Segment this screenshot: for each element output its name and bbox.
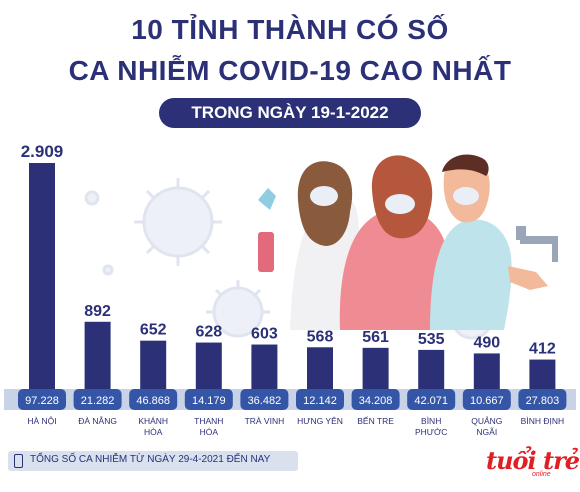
value-label: 568 bbox=[307, 328, 334, 345]
total-pill bbox=[240, 389, 289, 410]
logo-wordmark: tuổi trẻ bbox=[486, 446, 580, 475]
value-label: 535 bbox=[418, 331, 445, 348]
category-label: PHƯỚC bbox=[415, 427, 448, 437]
total-pill bbox=[129, 389, 178, 410]
total-label: 10.667 bbox=[470, 395, 504, 407]
logo-sub: online bbox=[532, 471, 551, 478]
category-label: HÒA bbox=[144, 427, 163, 437]
total-pill bbox=[73, 389, 122, 410]
total-label: 34.208 bbox=[359, 395, 393, 407]
category-label: THANH bbox=[194, 416, 223, 426]
total-pill bbox=[184, 389, 233, 410]
date-pill: TRONG NGÀY 19-1-2022 bbox=[159, 98, 421, 128]
total-pill bbox=[351, 389, 400, 410]
total-label: 21.282 bbox=[81, 395, 115, 407]
total-label: 12.142 bbox=[303, 395, 337, 407]
category-label: BẾN TRE bbox=[357, 416, 394, 426]
total-pill bbox=[462, 389, 511, 410]
bar bbox=[195, 342, 222, 392]
total-label: 42.071 bbox=[414, 395, 448, 407]
legend: TỔNG SỐ CA NHIỄM TỪ NGÀY 29-4-2021 ĐẾN N… bbox=[8, 451, 298, 471]
legend-label: TỔNG SỐ CA NHIỄM TỪ NGÀY 29-4-2021 ĐẾN N… bbox=[30, 454, 271, 465]
value-label: 490 bbox=[473, 334, 500, 351]
total-pill bbox=[518, 389, 567, 410]
category-label: TRÀ VINH bbox=[245, 416, 285, 426]
bar bbox=[473, 353, 500, 392]
category-label: HƯNG YÊN bbox=[297, 416, 343, 426]
value-label: 412 bbox=[529, 341, 556, 358]
category-label: HÀ NỘI bbox=[27, 416, 56, 426]
category-label: HÓA bbox=[200, 427, 219, 437]
category-label: QUẢNG bbox=[471, 415, 502, 426]
bar bbox=[29, 163, 55, 392]
total-pill bbox=[18, 389, 66, 410]
category-label: KHÁNH bbox=[138, 416, 168, 426]
value-label: 561 bbox=[362, 329, 389, 346]
bar bbox=[140, 340, 167, 392]
bar bbox=[362, 347, 389, 392]
category-label: NGÃI bbox=[476, 427, 497, 437]
total-pill bbox=[407, 389, 456, 410]
tuoi-tre-logo: tuổi trẻ online bbox=[486, 446, 580, 478]
title-line-1: 10 TỈNH THÀNH CÓ SỐ bbox=[131, 14, 449, 45]
total-label: 36.482 bbox=[248, 395, 282, 407]
category-label: BÌNH bbox=[421, 416, 441, 426]
bar bbox=[529, 359, 556, 392]
bar bbox=[84, 321, 111, 392]
title-line-2: CA NHIỄM COVID-19 CAO NHẤT bbox=[68, 55, 512, 86]
people-illustration bbox=[258, 154, 558, 330]
bar bbox=[307, 347, 333, 392]
value-label: 603 bbox=[251, 326, 278, 343]
value-label: 628 bbox=[195, 324, 222, 341]
total-label: 14.179 bbox=[192, 395, 226, 407]
total-label: 27.803 bbox=[526, 395, 560, 407]
value-label: 892 bbox=[84, 303, 111, 320]
total-label: 46.868 bbox=[136, 395, 170, 407]
bar bbox=[251, 344, 278, 392]
total-label: 97.228 bbox=[25, 395, 59, 407]
total-pill bbox=[296, 389, 344, 410]
category-label: BÌNH ĐỊNH bbox=[521, 416, 564, 426]
value-label: 652 bbox=[140, 322, 167, 339]
value-label: 2.909 bbox=[21, 142, 64, 161]
bar bbox=[418, 349, 445, 392]
category-label: ĐÀ NẴNG bbox=[78, 415, 117, 426]
legend-marker bbox=[14, 454, 23, 468]
